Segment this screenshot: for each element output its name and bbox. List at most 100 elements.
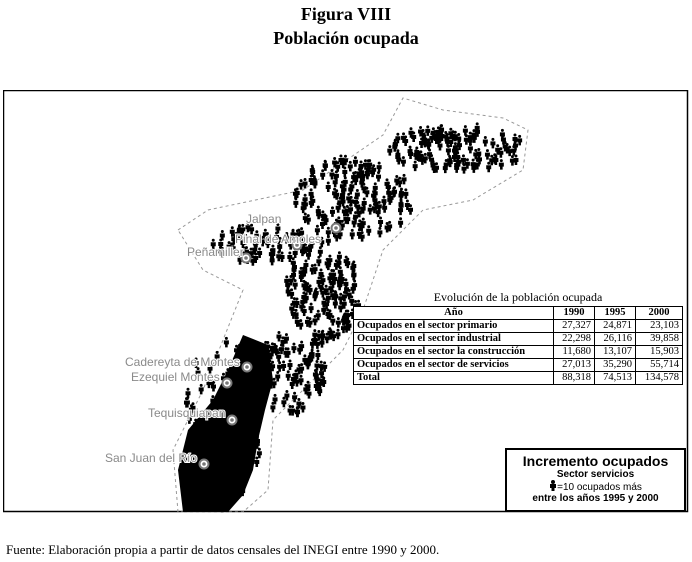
person-icon bbox=[237, 470, 243, 481]
person-icon bbox=[511, 145, 517, 156]
person-icon bbox=[339, 189, 345, 201]
person-icon bbox=[183, 397, 189, 408]
person-icon bbox=[219, 501, 225, 513]
person-icon bbox=[408, 204, 414, 215]
person-icon bbox=[318, 360, 324, 372]
table-value: 15,903 bbox=[635, 345, 683, 359]
person-icon bbox=[310, 195, 316, 206]
person-icon bbox=[448, 127, 454, 139]
town-marker-dot bbox=[245, 365, 249, 369]
person-icon bbox=[327, 254, 333, 266]
person-icon bbox=[461, 163, 467, 174]
person-icon bbox=[294, 229, 300, 240]
person-icon bbox=[232, 432, 238, 444]
person-icon bbox=[359, 177, 365, 188]
person-icon bbox=[298, 179, 304, 190]
person-icon bbox=[269, 254, 275, 266]
person-icon bbox=[240, 237, 246, 249]
person-icon bbox=[398, 204, 404, 216]
person-icon bbox=[186, 413, 192, 424]
table-body: Ocupados en el sector primario 27,327 24,8… bbox=[352, 319, 683, 385]
person-icon bbox=[340, 157, 346, 169]
person-icon bbox=[337, 228, 343, 240]
person-icon bbox=[200, 470, 206, 481]
person-icon bbox=[244, 383, 250, 394]
table-value: 35,290 bbox=[594, 358, 636, 372]
town-marker-dot bbox=[230, 418, 234, 422]
person-icon bbox=[489, 154, 495, 166]
person-icon bbox=[437, 126, 443, 138]
person-icon bbox=[318, 281, 324, 292]
person-icon bbox=[281, 360, 287, 372]
person-icon bbox=[340, 322, 346, 334]
person-icon bbox=[361, 197, 367, 208]
table-header: Año 1990 1995 2000 bbox=[352, 306, 683, 320]
person-icon bbox=[418, 126, 424, 137]
person-icon bbox=[517, 134, 523, 146]
person-icon bbox=[322, 213, 328, 224]
person-icon bbox=[252, 243, 258, 255]
person-icon bbox=[291, 261, 297, 272]
person-icon bbox=[279, 251, 285, 263]
person-icon bbox=[266, 369, 272, 381]
person-icon bbox=[254, 230, 260, 241]
person-icon bbox=[296, 398, 302, 409]
person-icon bbox=[344, 204, 350, 216]
person-icon bbox=[237, 343, 243, 355]
person-icon bbox=[333, 290, 339, 302]
person-icon bbox=[362, 159, 368, 170]
person-icon bbox=[254, 438, 260, 449]
person-icon bbox=[330, 277, 336, 288]
person-icon bbox=[193, 357, 199, 369]
person-icon bbox=[330, 315, 336, 326]
person-icon bbox=[313, 380, 319, 392]
person-icon bbox=[418, 150, 424, 161]
town-label: Ezequiel Montes bbox=[131, 370, 220, 384]
person-icon bbox=[298, 319, 304, 330]
person-icon bbox=[381, 195, 387, 207]
source-note: Fuente: Elaboración propia a partir de d… bbox=[6, 542, 440, 557]
person-icon bbox=[285, 286, 291, 297]
person-icon bbox=[226, 241, 232, 252]
row-label: Ocupados en el sector la construcción bbox=[352, 345, 555, 359]
person-icon bbox=[335, 317, 341, 328]
person-icon bbox=[342, 166, 348, 177]
person-icon bbox=[276, 330, 282, 342]
person-icon bbox=[454, 162, 460, 173]
person-icon bbox=[467, 142, 473, 154]
person-icon bbox=[210, 490, 216, 501]
person-icon bbox=[392, 186, 398, 197]
person-icon bbox=[392, 141, 398, 152]
person-icon bbox=[455, 151, 461, 163]
person-icon bbox=[337, 279, 343, 291]
row-label: Ocupados en el sector primario bbox=[352, 319, 555, 333]
person-icon bbox=[284, 389, 290, 401]
person-icon bbox=[335, 328, 341, 340]
person-icon bbox=[288, 275, 294, 286]
person-icon bbox=[320, 287, 326, 298]
figure-subtitle: Población ocupada bbox=[273, 28, 419, 48]
person-icon bbox=[207, 363, 213, 374]
table-value: 134,578 bbox=[635, 371, 683, 385]
person-icon bbox=[215, 393, 221, 404]
person-icon bbox=[260, 235, 266, 247]
person-icon bbox=[193, 418, 199, 430]
person-icon bbox=[319, 236, 325, 248]
person-icon bbox=[360, 217, 366, 229]
person-icon bbox=[347, 160, 353, 172]
person-icon bbox=[254, 363, 260, 375]
person-icon bbox=[289, 303, 295, 314]
person-icon bbox=[290, 228, 296, 240]
table-row: Ocupados en el sector primario 27,327 24,8… bbox=[352, 319, 683, 333]
person-icon bbox=[197, 448, 203, 459]
person-icon bbox=[309, 338, 315, 349]
person-icon bbox=[366, 225, 372, 236]
person-icon bbox=[316, 383, 322, 395]
person-icon bbox=[315, 205, 321, 217]
table-row: Total 88,318 74,513 134,578 bbox=[352, 371, 683, 385]
person-icon bbox=[302, 177, 308, 189]
person-icon bbox=[250, 403, 256, 414]
person-icon bbox=[367, 159, 373, 170]
town-label: Cadereyta de Montes bbox=[125, 355, 240, 369]
